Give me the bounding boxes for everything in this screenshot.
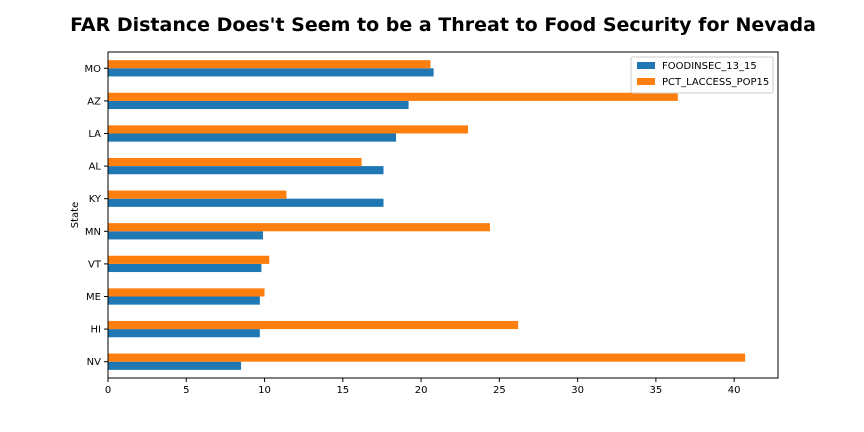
bars-group [108,60,746,370]
bar-pct-laccess-vt [108,255,270,264]
x-tick-label-40: 40 [728,385,741,396]
bar-pct-laccess-mn [108,223,490,232]
y-tick-label-la: LA [88,129,101,140]
bar-pct-laccess-nv [108,353,746,362]
bar-foodinsec-al [108,166,384,175]
x-tick-label-35: 35 [650,385,663,396]
x-tick-label-30: 30 [571,385,584,396]
y-tick-label-ky: KY [89,194,102,205]
y-tick-label-az: AZ [87,96,101,107]
bar-pct-laccess-la [108,125,469,134]
x-tick-label-10: 10 [258,385,271,396]
legend: FOODINSEC_13_15 PCT_LACCESS_POP15 [630,56,774,94]
y-axis-label: State [70,202,81,228]
bar-foodinsec-mo [108,68,434,77]
bar-pct-laccess-me [108,288,265,297]
bar-pct-laccess-mo [108,60,431,69]
bar-foodinsec-ky [108,198,384,207]
chart-title: FAR Distance Does't Seem to be a Threat … [70,14,816,36]
bar-foodinsec-nv [108,361,242,370]
plot-frame [107,51,779,379]
bar-foodinsec-hi [108,329,260,338]
x-tick-label-5: 5 [183,385,189,396]
bar-pct-laccess-al [108,157,362,167]
ticks-group: NV HI ME VT MN KY AL LA AZ MO 0 5 10 15 20 25 30 35 40 [85,64,741,396]
y-tick-label-mo: MO [85,64,102,75]
bar-foodinsec-vt [108,263,262,273]
x-tick-label-25: 25 [493,385,506,396]
y-tick-label-nv: NV [87,357,101,368]
y-tick-label-mn: MN [85,227,101,238]
y-tick-label-vt: VT [88,259,102,270]
bar-pct-laccess-ky [108,190,287,199]
x-tick-label-15: 15 [336,385,349,396]
x-tick-label-0: 0 [105,385,111,396]
y-tick-label-me: ME [86,292,101,303]
x-tick-label-20: 20 [415,385,428,396]
legend-swatch-pct-laccess [637,78,655,85]
bar-foodinsec-az [108,100,409,110]
legend-label-foodinsec: FOODINSEC_13_15 [662,61,757,72]
bar-foodinsec-me [108,296,260,305]
bar-foodinsec-la [108,133,397,142]
bar-foodinsec-mn [108,231,263,240]
bar-pct-laccess-hi [108,320,519,330]
bar-pct-laccess-az [108,92,678,101]
legend-label-pct-laccess: PCT_LACCESS_POP15 [662,77,769,88]
y-tick-label-hi: HI [91,325,101,336]
y-tick-label-al: AL [89,162,102,173]
legend-box [630,56,774,94]
legend-swatch-foodinsec [637,62,655,69]
